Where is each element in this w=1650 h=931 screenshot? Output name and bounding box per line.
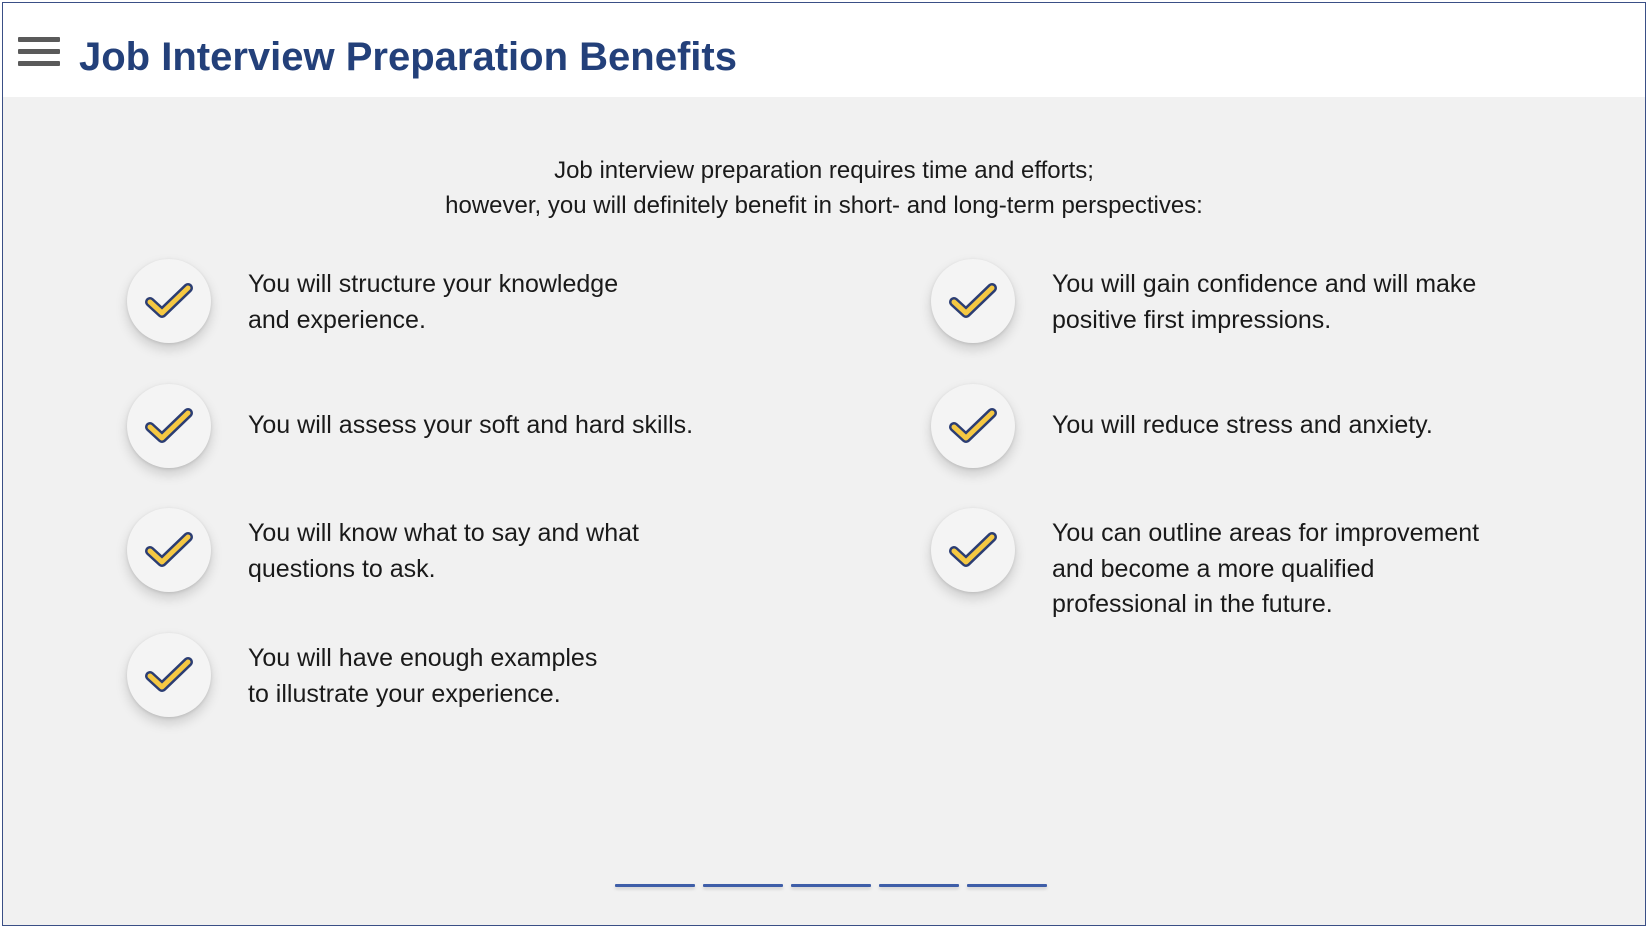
checkmark-icon (127, 633, 211, 717)
benefit-text: You will know what to say and what quest… (248, 519, 639, 583)
checkmark-icon (127, 508, 211, 592)
checkmark-icon (127, 384, 211, 468)
pager-dash-5[interactable] (967, 883, 1047, 887)
pager-dash-1[interactable] (615, 883, 695, 887)
pager-dash-4[interactable] (879, 883, 959, 887)
benefit-text: You will have enough examples to illustr… (248, 644, 598, 708)
checkmark-icon (931, 508, 1015, 592)
page-title: Job Interview Preparation Benefits (79, 35, 737, 79)
benefit-text: You will reduce stress and anxiety. (1052, 411, 1433, 439)
intro-line-2: however, you will definitely benefit in … (445, 192, 1203, 219)
header-bar: Job Interview Preparation Benefits (3, 3, 1645, 97)
benefit-text: You will structure your knowledge and ex… (248, 270, 619, 334)
checkmark-icon (931, 384, 1015, 468)
intro-text: Job interview preparation requires time … (3, 153, 1645, 223)
pager-dash-3[interactable] (791, 883, 871, 887)
benefit-text: You will assess your soft and hard skill… (248, 411, 694, 439)
intro-line-1: Job interview preparation requires time … (554, 157, 1094, 184)
hamburger-menu-icon[interactable] (18, 37, 60, 69)
checkmark-icon (127, 259, 211, 343)
checkmark-icon (931, 259, 1015, 343)
slide-pager (615, 877, 1055, 893)
pager-dash-2[interactable] (703, 883, 783, 887)
benefit-text: You will gain confidence and will make p… (1052, 270, 1477, 334)
benefit-text: You can outline areas for improvement an… (1052, 519, 1480, 618)
